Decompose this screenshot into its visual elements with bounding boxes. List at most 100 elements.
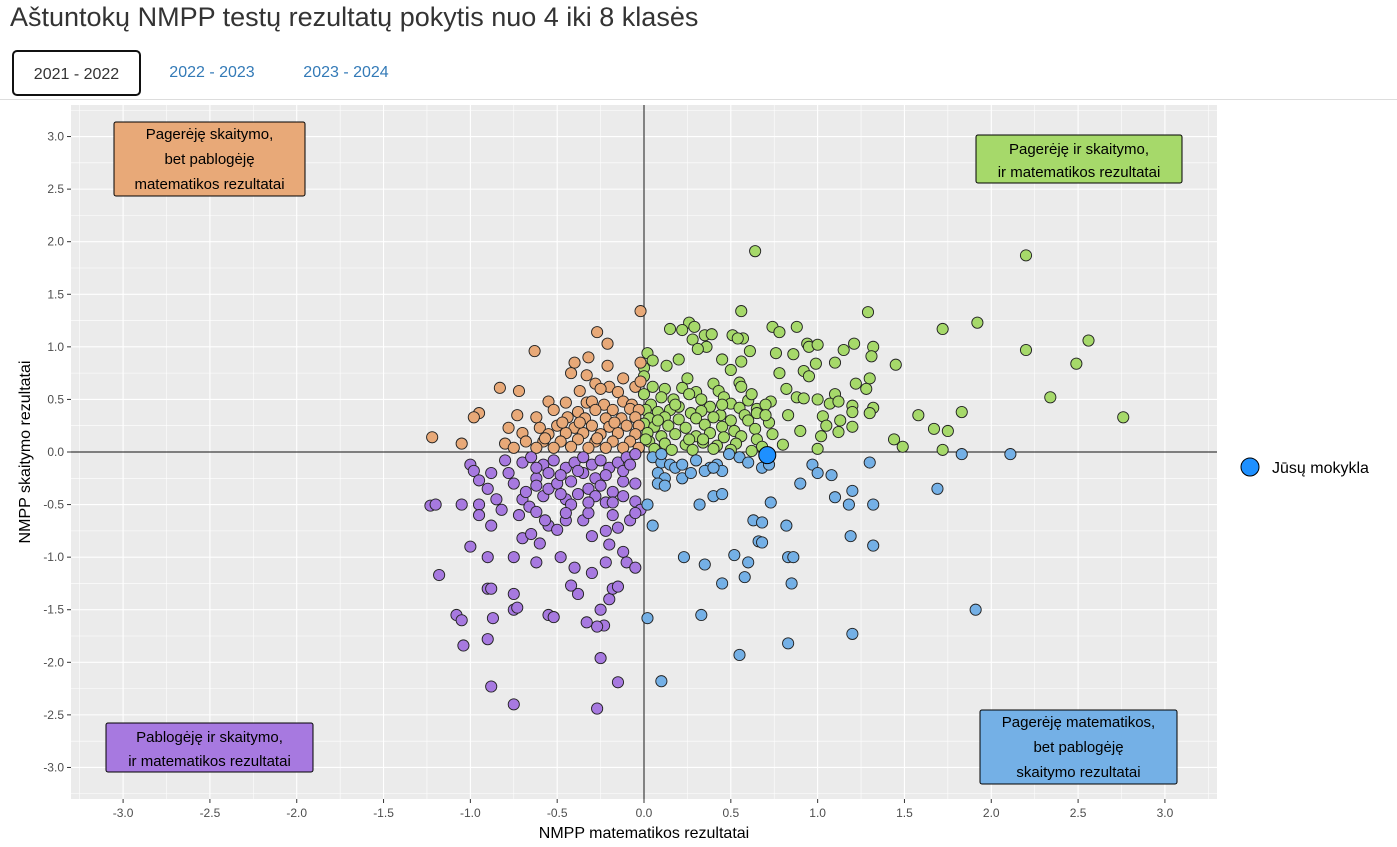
point-orange: [601, 359, 614, 372]
point-purple: [620, 556, 633, 569]
point-green: [705, 328, 718, 341]
point-green: [846, 405, 859, 419]
point-purple: [507, 477, 520, 490]
point-purple: [507, 698, 520, 711]
point-purple: [525, 527, 538, 541]
point-purple: [582, 506, 595, 520]
point-purple: [542, 466, 555, 480]
x-tick-label: -0.5: [547, 806, 568, 820]
point-purple: [486, 612, 499, 625]
point-green: [672, 353, 685, 366]
tab-2023-2024[interactable]: 2023 - 2024: [303, 64, 389, 81]
point-orange: [565, 440, 578, 453]
point-blue: [655, 675, 668, 688]
point-green: [811, 338, 824, 351]
point-purple: [585, 530, 598, 543]
point-purple: [530, 461, 543, 474]
quadrant-label-top-right: Pagerėję ir skaitymo, ir matematikos rez…: [975, 134, 1183, 184]
point-green: [681, 372, 694, 385]
point-green: [936, 443, 949, 456]
point-purple: [481, 551, 494, 564]
point-purple: [591, 702, 604, 715]
point-blue: [677, 551, 690, 564]
point-green: [797, 392, 810, 405]
quadrant-text-bottom-left-2: ir matematikos rezultatai: [128, 753, 291, 770]
point-orange: [507, 441, 520, 454]
point-blue: [785, 577, 798, 590]
point-purple: [455, 614, 468, 627]
quadrant-text-bottom-left-1: Pablogėję ir skaitymo,: [136, 729, 283, 746]
point-purple: [433, 568, 446, 582]
point-purple: [429, 498, 442, 511]
point-blue: [846, 627, 859, 640]
point-orange: [611, 386, 625, 399]
point-purple: [591, 620, 604, 633]
point-green: [1044, 391, 1057, 404]
point-purple: [629, 477, 642, 490]
point-blue: [723, 448, 736, 461]
point-purple: [499, 454, 512, 467]
point-orange: [502, 421, 515, 434]
axis-ticks: -3.0 -2.5 -2.0 -1.5 -1.0 -0.5 0.0 0.5 1.0 1.5 2.0 2…: [43, 130, 1173, 820]
point-green: [716, 420, 729, 433]
point-purple: [485, 519, 498, 532]
point-purple: [507, 587, 520, 601]
point-orange: [530, 411, 543, 424]
quadrant-text-bottom-right-2: bet pablogėję: [1033, 739, 1123, 756]
quadrant-label-bottom-right: Pagerėję matematikos, bet pablogėję skai…: [979, 709, 1178, 785]
point-green: [848, 337, 861, 350]
point-blue: [658, 479, 671, 492]
point-purple: [594, 454, 607, 467]
point-blue: [782, 637, 795, 650]
point-green: [794, 424, 807, 438]
point-green: [646, 354, 659, 367]
point-green: [759, 398, 772, 411]
point-green: [707, 442, 720, 455]
point-purple: [565, 475, 578, 488]
x-tick-label: 0.0: [636, 806, 653, 820]
point-green: [637, 388, 651, 401]
point-orange: [511, 409, 524, 422]
point-green: [639, 433, 652, 446]
point-orange: [634, 375, 647, 388]
point-orange: [556, 416, 569, 429]
tab-2022-2023[interactable]: 2022 - 2023: [169, 64, 255, 81]
point-purple: [629, 448, 642, 461]
y-axis-title: NMPP skaitymo rezultatai: [17, 361, 34, 544]
point-purple: [559, 506, 572, 520]
point-green: [773, 326, 786, 339]
point-orange: [568, 356, 581, 369]
point-orange: [573, 416, 586, 429]
point-blue: [756, 516, 769, 529]
x-tick-label: 2.5: [1070, 806, 1087, 820]
point-orange: [528, 345, 541, 358]
x-tick-label: 2.0: [983, 806, 1000, 820]
x-tick-label: -2.0: [286, 806, 307, 820]
point-purple: [594, 603, 607, 616]
tab-2021-2022[interactable]: 2021 - 2022: [12, 50, 141, 96]
point-green: [1117, 411, 1130, 424]
point-purple: [599, 556, 612, 569]
point-orange: [547, 441, 560, 454]
point-orange: [601, 337, 614, 350]
point-green: [743, 345, 756, 358]
point-green: [717, 431, 730, 444]
point-purple: [582, 482, 595, 495]
point-purple: [629, 506, 642, 520]
quadrant-text-top-left-1: Pagerėję skaitymo,: [146, 126, 274, 143]
quadrant-label-bottom-left: Pablogėję ir skaitymo, ir matematikos re…: [105, 722, 314, 773]
point-blue: [655, 448, 668, 461]
point-purple: [624, 458, 637, 471]
x-tick-label: -1.5: [373, 806, 394, 820]
point-green: [1019, 249, 1033, 262]
point-green: [811, 442, 824, 455]
point-purple: [464, 540, 477, 553]
quadrant-box-top-right: [975, 134, 1183, 184]
point-blue: [693, 498, 706, 511]
point-purple: [571, 488, 585, 501]
point-green: [679, 421, 692, 434]
point-purple: [472, 474, 486, 487]
point-blue: [742, 456, 755, 469]
point-green: [1082, 334, 1095, 347]
y-tick-label: 0.0: [47, 445, 64, 459]
